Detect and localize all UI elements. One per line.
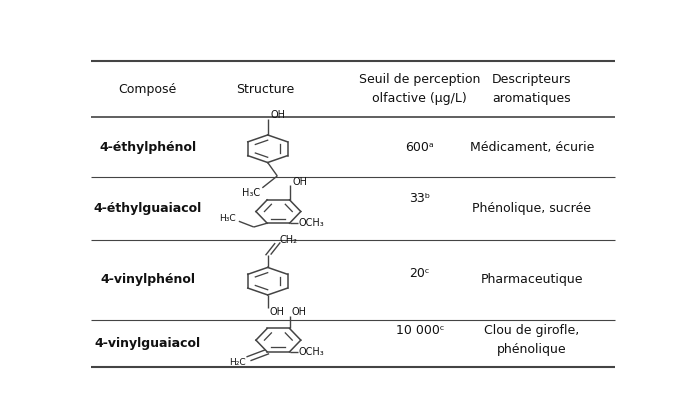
Text: Médicament, écurie: Médicament, écurie <box>470 141 594 154</box>
Text: 4-éthylguaiacol: 4-éthylguaiacol <box>94 202 202 215</box>
Text: 4-vinylphénol: 4-vinylphénol <box>100 273 195 286</box>
Text: OH: OH <box>292 177 307 187</box>
Text: 10 000ᶜ: 10 000ᶜ <box>395 324 444 337</box>
Text: Composé: Composé <box>119 83 176 96</box>
Text: Descripteurs
aromatiques: Descripteurs aromatiques <box>492 73 572 105</box>
Text: OH: OH <box>270 307 285 317</box>
Text: 33ᵇ: 33ᵇ <box>409 192 431 205</box>
Text: H₃C: H₃C <box>220 213 236 223</box>
Text: Phénolique, sucrée: Phénolique, sucrée <box>473 202 591 215</box>
Text: OH: OH <box>291 307 307 317</box>
Text: H₂C: H₂C <box>229 357 246 366</box>
Text: CH₂: CH₂ <box>280 235 298 245</box>
Text: 600ᵃ: 600ᵃ <box>406 141 434 154</box>
Text: Seuil de perception
olfactive (μg/L): Seuil de perception olfactive (μg/L) <box>359 73 480 105</box>
Text: 20ᶜ: 20ᶜ <box>409 267 430 280</box>
Text: 4-éthylphénol: 4-éthylphénol <box>99 141 196 154</box>
Text: Structure: Structure <box>236 83 294 96</box>
Text: OH: OH <box>270 110 285 120</box>
Text: Clou de girofle,: Clou de girofle, <box>484 324 579 337</box>
Text: H₃C: H₃C <box>242 188 260 198</box>
Text: Pharmaceutique: Pharmaceutique <box>481 273 584 286</box>
Text: OCH₃: OCH₃ <box>298 347 325 357</box>
Text: phénolique: phénolique <box>497 343 567 356</box>
Text: 4-vinylguaiacol: 4-vinylguaiacol <box>94 337 200 350</box>
Text: OCH₃: OCH₃ <box>298 218 325 228</box>
